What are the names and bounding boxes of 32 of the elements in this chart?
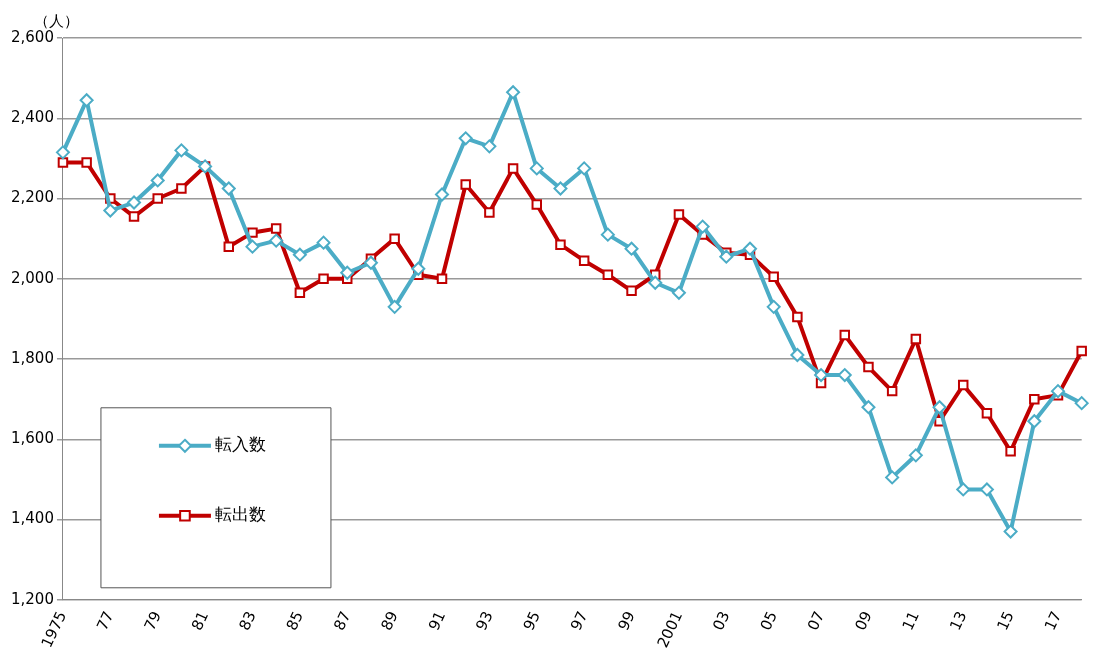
x-tick-label: 81 bbox=[187, 608, 213, 634]
x-tick-label: 07 bbox=[803, 608, 829, 634]
x-tick-label: 11 bbox=[898, 608, 923, 634]
x-tick-label: 91 bbox=[424, 608, 450, 634]
y-tick-label: 2,400 bbox=[10, 108, 54, 127]
legend-label: 転入数 bbox=[214, 434, 266, 455]
y-tick-label: 1,800 bbox=[10, 348, 54, 367]
x-tick-label: 15 bbox=[993, 608, 1018, 634]
y-tick-label: 1,600 bbox=[10, 429, 54, 448]
x-tick-label: 93 bbox=[472, 608, 497, 634]
x-tick-label: 17 bbox=[1040, 608, 1066, 634]
x-tick-label: 05 bbox=[756, 608, 781, 634]
x-tick-label: 2001 bbox=[653, 608, 687, 651]
x-tick-label: 79 bbox=[140, 608, 165, 634]
y-tick-label: 2,200 bbox=[10, 188, 54, 207]
x-tick-label: 89 bbox=[377, 608, 402, 634]
x-tick-label: 95 bbox=[519, 608, 544, 634]
x-tick-label: 77 bbox=[93, 608, 118, 634]
x-tick-label: 1975 bbox=[37, 608, 71, 651]
y-axis-title: （人） bbox=[34, 11, 79, 30]
x-tick-label: 87 bbox=[330, 608, 355, 634]
x-tick-label: 13 bbox=[946, 608, 971, 634]
x-tick-label: 99 bbox=[614, 608, 639, 634]
y-tick-label: 2,000 bbox=[10, 268, 54, 287]
x-tick-label: 09 bbox=[851, 608, 876, 634]
x-tick-label: 97 bbox=[566, 608, 592, 634]
legend-label: 転出数 bbox=[214, 504, 266, 525]
x-tick-label: 03 bbox=[709, 608, 734, 634]
x-tick-label: 85 bbox=[282, 608, 308, 634]
y-tick-label: 1,400 bbox=[10, 509, 54, 528]
y-tick-label: 1,200 bbox=[10, 589, 54, 608]
x-tick-label: 83 bbox=[235, 608, 260, 634]
